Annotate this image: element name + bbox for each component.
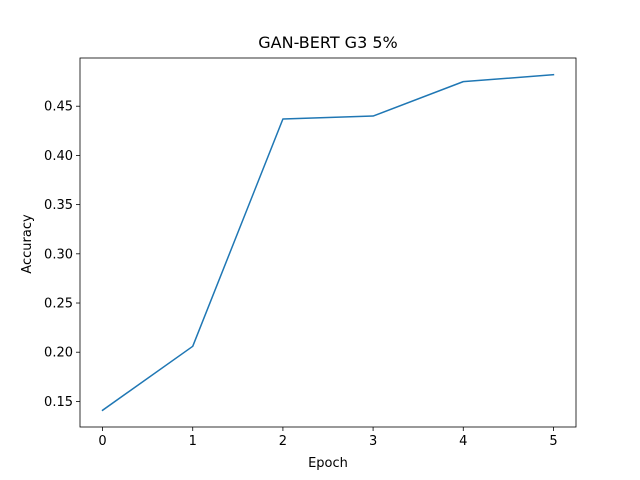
y-tick-label: 0.15	[44, 395, 73, 410]
x-tick-label: 1	[189, 434, 197, 449]
x-tick-label: 5	[549, 434, 557, 449]
y-tick-label: 0.25	[44, 297, 73, 312]
chart-title: GAN-BERT G3 5%	[258, 33, 397, 52]
axes	[79, 57, 577, 428]
x-tick-label: 2	[279, 434, 287, 449]
series-line-0	[101, 73, 555, 412]
plot-frame	[79, 57, 577, 428]
x-tick-label: 0	[98, 434, 106, 449]
x-axis-label: Epoch	[308, 456, 348, 471]
x-tick-label: 3	[369, 434, 377, 449]
x-tick-label: 4	[459, 434, 467, 449]
y-tick-label: 0.40	[44, 149, 73, 164]
y-tick-label: 0.30	[44, 247, 73, 262]
ticks: 0 1 2 3 4 5 0.15 0.20 0.25 0.30 0.35 0.40 0.45	[44, 100, 558, 449]
y-axis-label: Accuracy	[20, 214, 35, 274]
y-tick-label: 0.35	[44, 198, 73, 213]
y-tick-label: 0.45	[44, 100, 73, 115]
y-tick-label: 0.20	[44, 346, 73, 361]
series-layer	[101, 73, 555, 412]
